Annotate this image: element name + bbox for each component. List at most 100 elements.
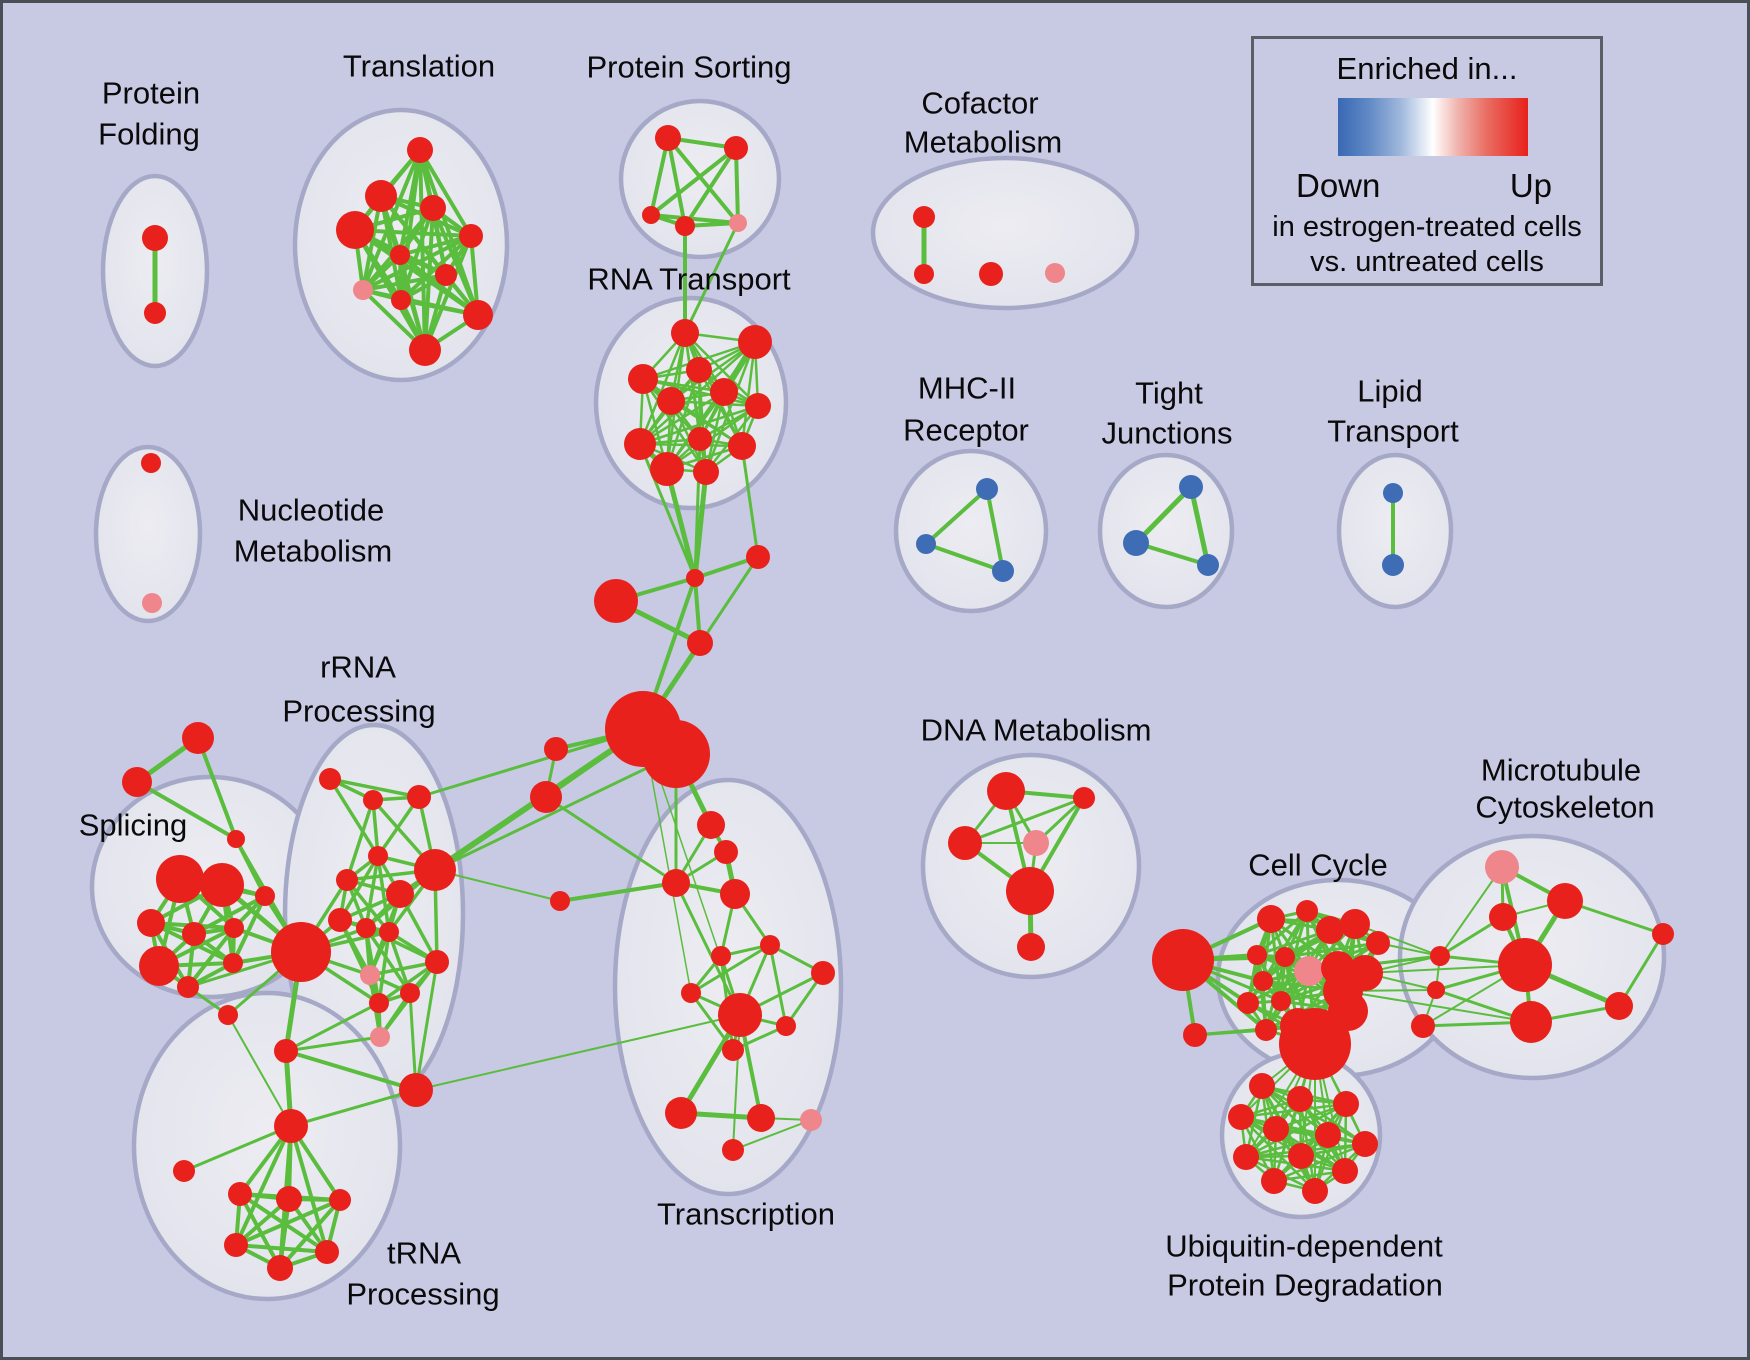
gene-set-node-s1[interactable] [655, 125, 681, 151]
gene-set-node-q5[interactable] [414, 849, 456, 891]
gene-set-node-c10[interactable] [274, 1039, 298, 1063]
gene-set-node-br1[interactable] [1430, 946, 1450, 966]
gene-set-node-cf3[interactable] [979, 262, 1003, 286]
gene-set-node-r4[interactable] [628, 364, 658, 394]
gene-set-node-u10[interactable] [1332, 1158, 1358, 1184]
gene-set-node-c8[interactable] [530, 781, 562, 813]
gene-set-node-c4[interactable] [687, 630, 713, 656]
gene-set-node-q2[interactable] [363, 790, 383, 810]
gene-set-node-c7[interactable] [544, 737, 568, 761]
gene-set-node-cc4[interactable] [1340, 909, 1370, 939]
gene-set-node-x3[interactable] [662, 869, 690, 897]
gene-set-node-g2[interactable] [122, 767, 152, 797]
gene-set-node-q6[interactable] [336, 869, 358, 891]
gene-set-node-cc13[interactable] [1255, 1019, 1277, 1041]
gene-set-node-q13[interactable] [400, 983, 420, 1003]
gene-set-node-t3[interactable] [420, 195, 446, 221]
gene-set-node-lt1[interactable] [1383, 483, 1403, 503]
gene-set-node-s2[interactable] [724, 136, 748, 160]
gene-set-node-sp2[interactable] [200, 863, 244, 907]
gene-set-node-m2[interactable] [1547, 883, 1583, 919]
gene-set-node-br2[interactable] [1427, 981, 1445, 999]
gene-set-node-k6[interactable] [267, 1255, 293, 1281]
gene-set-node-tj1[interactable] [1179, 475, 1203, 499]
gene-set-node-c1[interactable] [686, 569, 704, 587]
gene-set-node-x7[interactable] [811, 961, 835, 985]
gene-set-node-t9[interactable] [391, 290, 411, 310]
gene-set-node-x12[interactable] [665, 1097, 697, 1129]
gene-set-node-d6[interactable] [1017, 933, 1045, 961]
gene-set-node-mh1[interactable] [976, 478, 998, 500]
gene-set-node-ccL[interactable] [1152, 929, 1214, 991]
gene-set-node-cc11[interactable] [1237, 992, 1259, 1014]
gene-set-node-k1[interactable] [228, 1182, 252, 1206]
gene-set-node-s4[interactable] [675, 216, 695, 236]
gene-set-node-q12[interactable] [360, 965, 380, 985]
gene-set-node-cc5[interactable] [1366, 931, 1390, 955]
gene-set-node-lt2[interactable] [1382, 554, 1404, 576]
gene-set-node-sp4[interactable] [137, 909, 165, 937]
gene-set-node-r3[interactable] [686, 357, 712, 383]
gene-set-node-cf1[interactable] [913, 206, 935, 228]
gene-set-node-r12[interactable] [693, 459, 719, 485]
gene-set-node-u6[interactable] [1315, 1122, 1341, 1148]
gene-set-node-x8[interactable] [681, 983, 701, 1003]
gene-set-node-m6[interactable] [1510, 1001, 1552, 1043]
gene-set-node-d4[interactable] [1023, 830, 1049, 856]
gene-set-node-x11[interactable] [722, 1039, 744, 1061]
gene-set-node-q10[interactable] [379, 922, 399, 942]
gene-set-node-u7[interactable] [1352, 1131, 1378, 1157]
gene-set-node-k3[interactable] [329, 1189, 351, 1211]
gene-set-node-sp8[interactable] [177, 976, 199, 998]
gene-set-node-x2[interactable] [714, 840, 738, 864]
gene-set-node-t10[interactable] [463, 300, 493, 330]
gene-set-node-ccS[interactable] [1183, 1023, 1207, 1047]
gene-set-node-mh2[interactable] [916, 534, 936, 554]
gene-set-node-ni[interactable] [173, 1160, 195, 1182]
gene-set-node-s3[interactable] [642, 206, 660, 224]
gene-set-node-m4[interactable] [1498, 938, 1552, 992]
gene-set-node-sp6[interactable] [224, 918, 244, 938]
gene-set-node-r2[interactable] [738, 325, 772, 359]
gene-set-node-s5[interactable] [729, 214, 747, 232]
gene-set-node-q4[interactable] [368, 846, 388, 866]
gene-set-node-q8[interactable] [328, 908, 352, 932]
gene-set-node-cf4[interactable] [1045, 263, 1065, 283]
gene-set-node-u3[interactable] [1333, 1091, 1359, 1117]
gene-set-node-q1[interactable] [319, 768, 341, 790]
gene-set-node-d2[interactable] [1073, 787, 1095, 809]
gene-set-node-u9[interactable] [1288, 1143, 1314, 1169]
gene-set-node-nm2[interactable] [142, 593, 162, 613]
gene-set-node-u4[interactable] [1228, 1104, 1254, 1130]
gene-set-node-u11[interactable] [1261, 1168, 1287, 1194]
gene-set-node-m5[interactable] [1605, 992, 1633, 1020]
gene-set-node-q3[interactable] [407, 785, 431, 809]
gene-set-node-tj2[interactable] [1123, 530, 1149, 556]
gene-set-node-c6[interactable] [642, 720, 710, 788]
gene-set-node-k5[interactable] [315, 1240, 339, 1264]
gene-set-node-g1[interactable] [182, 722, 214, 754]
gene-set-node-q9[interactable] [356, 918, 376, 938]
gene-set-node-r6[interactable] [710, 378, 738, 406]
gene-set-node-cc6[interactable] [1247, 945, 1267, 965]
gene-set-node-t7[interactable] [435, 264, 457, 286]
gene-set-node-m9[interactable] [1652, 923, 1674, 945]
gene-set-node-t5[interactable] [459, 224, 483, 248]
gene-set-node-q7[interactable] [386, 880, 414, 908]
gene-set-node-r11[interactable] [650, 452, 684, 486]
gene-set-node-x0[interactable] [550, 891, 570, 911]
gene-set-node-t2[interactable] [365, 180, 397, 212]
gene-set-node-q0[interactable] [271, 922, 331, 982]
gene-set-node-r7[interactable] [745, 393, 771, 419]
gene-set-node-sp3[interactable] [255, 886, 275, 906]
gene-set-node-cc3[interactable] [1316, 916, 1344, 944]
gene-set-node-pf2[interactable] [144, 302, 166, 324]
gene-set-node-cf2[interactable] [914, 264, 934, 284]
gene-set-node-cc17[interactable] [1323, 971, 1363, 1011]
gene-set-node-t1[interactable] [407, 137, 433, 163]
gene-set-node-m3[interactable] [1489, 903, 1517, 931]
gene-set-node-x13[interactable] [747, 1104, 775, 1132]
gene-set-node-z1[interactable] [399, 1073, 433, 1107]
gene-set-node-d5[interactable] [1006, 867, 1054, 915]
gene-set-node-mh3[interactable] [992, 560, 1014, 582]
